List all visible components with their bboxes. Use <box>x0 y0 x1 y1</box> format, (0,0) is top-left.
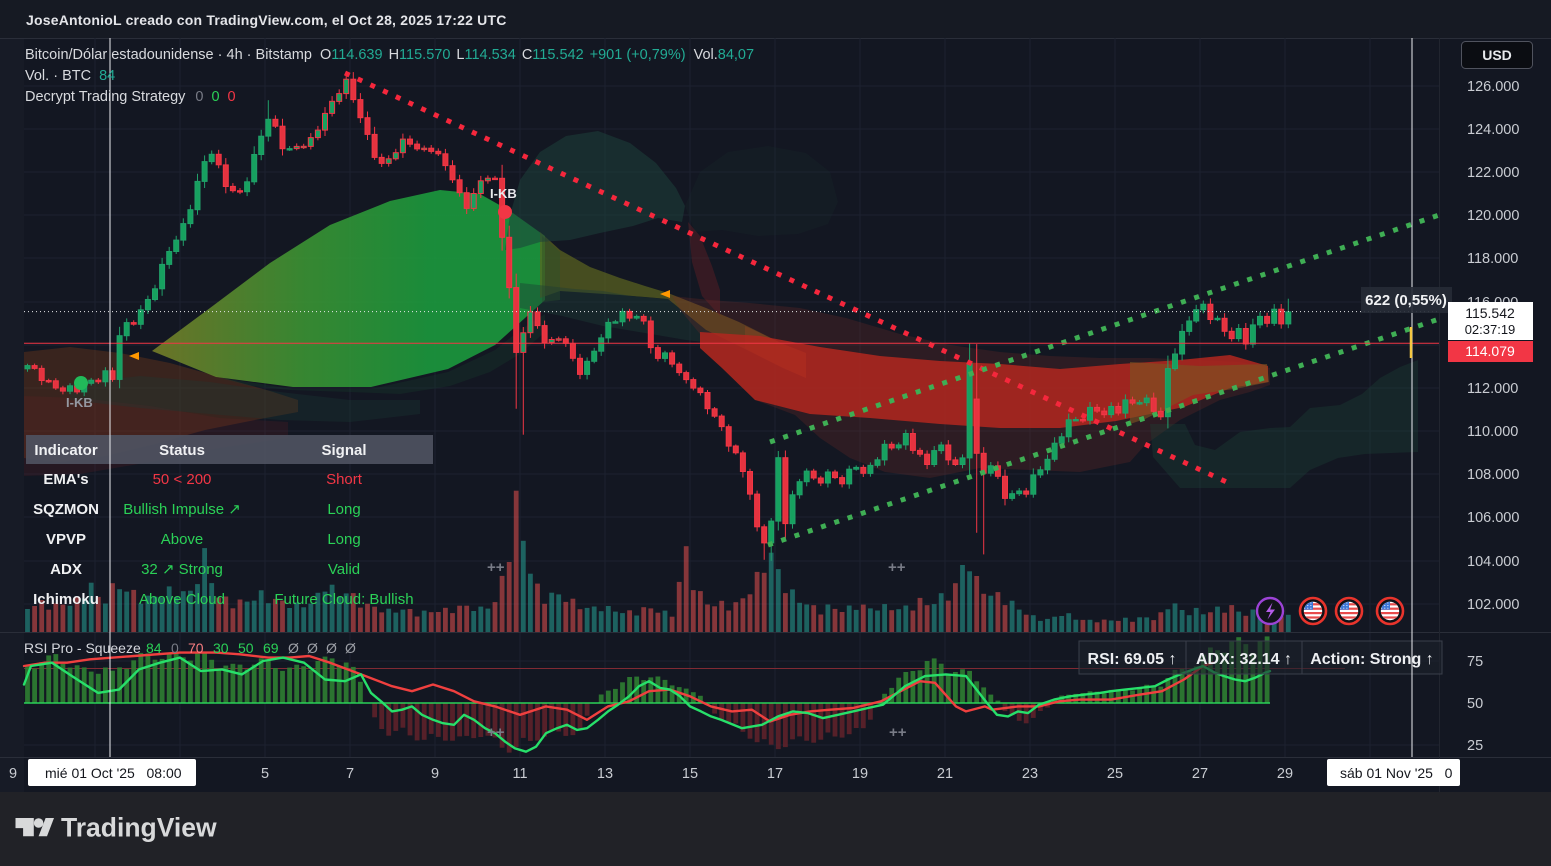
svg-text:32 ↗ Strong: 32 ↗ Strong <box>141 561 223 578</box>
svg-text:Bullish Impulse ↗: Bullish Impulse ↗ <box>123 501 241 518</box>
svg-text:++: ++ <box>487 724 505 741</box>
svg-text:02:37:19: 02:37:19 <box>1465 322 1516 337</box>
svg-text:102.000: 102.000 <box>1467 597 1519 613</box>
svg-text:118.000: 118.000 <box>1467 251 1518 267</box>
svg-text:7: 7 <box>346 766 354 782</box>
svg-text:Indicator: Indicator <box>34 442 98 459</box>
svg-text:17: 17 <box>767 766 783 782</box>
svg-text:104.000: 104.000 <box>1467 554 1519 570</box>
svg-text:50: 50 <box>1467 696 1483 712</box>
svg-text:JoseAntonioL creado con Tradin: JoseAntonioL creado con TradingView.com,… <box>26 12 507 28</box>
svg-text:Valid: Valid <box>328 561 360 578</box>
svg-text:75: 75 <box>1467 654 1483 670</box>
svg-text:106.000: 106.000 <box>1467 510 1519 526</box>
svg-text:110.000: 110.000 <box>1467 424 1518 440</box>
svg-text:29: 29 <box>1277 766 1293 782</box>
svg-text:25: 25 <box>1107 766 1123 782</box>
svg-text:70: 70 <box>188 640 204 656</box>
svg-text:++: ++ <box>889 724 907 741</box>
svg-text:108.000: 108.000 <box>1467 467 1519 483</box>
svg-text:124.000: 124.000 <box>1467 122 1519 138</box>
svg-text:25: 25 <box>1467 738 1483 754</box>
svg-text:mié 01 Oct '25 08:00: mié 01 Oct '25 08:00 <box>45 765 182 781</box>
svg-text:122.000: 122.000 <box>1467 165 1519 181</box>
svg-text:Future Cloud: Bullish: Future Cloud: Bullish <box>274 591 413 608</box>
svg-text:++: ++ <box>487 559 505 576</box>
svg-text:23: 23 <box>1022 766 1038 782</box>
svg-text:++: ++ <box>888 559 906 576</box>
svg-text:114.079: 114.079 <box>1465 343 1515 359</box>
svg-text:622 (0,55%): 622 (0,55%) <box>1365 292 1447 309</box>
svg-text:69: 69 <box>263 640 279 656</box>
svg-text:I-KB: I-KB <box>490 186 517 201</box>
svg-text:TradingView: TradingView <box>61 813 217 843</box>
svg-text:50: 50 <box>238 640 254 656</box>
svg-text:ADX: ADX <box>50 561 82 578</box>
svg-text:Status: Status <box>159 442 205 459</box>
svg-text:21: 21 <box>937 766 953 782</box>
svg-text:RSI Pro - Squeeze: RSI Pro - Squeeze <box>24 640 141 656</box>
svg-text:Above: Above <box>161 531 204 548</box>
svg-text:5: 5 <box>261 766 269 782</box>
svg-text:13: 13 <box>597 766 613 782</box>
svg-text:115.542: 115.542 <box>1465 305 1515 321</box>
svg-text:Long: Long <box>327 531 360 548</box>
svg-text:sáb 01 Nov '25 0: sáb 01 Nov '25 0 <box>1340 765 1453 781</box>
svg-text:27: 27 <box>1192 766 1208 782</box>
svg-text:Bitcoin/Dólar estadounidense ·: Bitcoin/Dólar estadounidense · 4h · Bits… <box>25 47 754 63</box>
svg-text:9: 9 <box>9 766 17 782</box>
svg-text:Ø: Ø <box>307 640 318 656</box>
svg-text:I-KB: I-KB <box>66 395 93 410</box>
svg-text:EMA's: EMA's <box>43 471 88 488</box>
svg-text:RSI: 69.05 ↑: RSI: 69.05 ↑ <box>1088 651 1177 668</box>
svg-text:19: 19 <box>852 766 868 782</box>
svg-text:Signal: Signal <box>321 442 366 459</box>
svg-text:VPVP: VPVP <box>46 531 86 548</box>
svg-text:Ø: Ø <box>326 640 337 656</box>
svg-text:Ø: Ø <box>345 640 356 656</box>
svg-text:Ø: Ø <box>288 640 299 656</box>
svg-text:84: 84 <box>146 640 162 656</box>
svg-text:15: 15 <box>682 766 698 782</box>
svg-text:Short: Short <box>326 471 363 488</box>
svg-text:ADX: 32.14 ↑: ADX: 32.14 ↑ <box>1196 651 1292 668</box>
svg-text:30: 30 <box>213 640 229 656</box>
svg-text:9: 9 <box>431 766 439 782</box>
svg-text:SQZMON: SQZMON <box>33 501 99 518</box>
svg-text:126.000: 126.000 <box>1467 79 1519 95</box>
svg-text:Action: Strong ↑: Action: Strong ↑ <box>1310 651 1434 668</box>
svg-text:Above Cloud: Above Cloud <box>139 591 225 608</box>
svg-text:120.000: 120.000 <box>1467 208 1519 224</box>
svg-text:Ichimoku: Ichimoku <box>33 591 99 608</box>
svg-text:11: 11 <box>512 766 527 782</box>
svg-text:50 < 200: 50 < 200 <box>153 471 212 488</box>
svg-text:USD: USD <box>1482 47 1512 63</box>
svg-text:112.000: 112.000 <box>1467 381 1518 397</box>
svg-text:Long: Long <box>327 501 360 518</box>
svg-text:0: 0 <box>171 640 179 656</box>
